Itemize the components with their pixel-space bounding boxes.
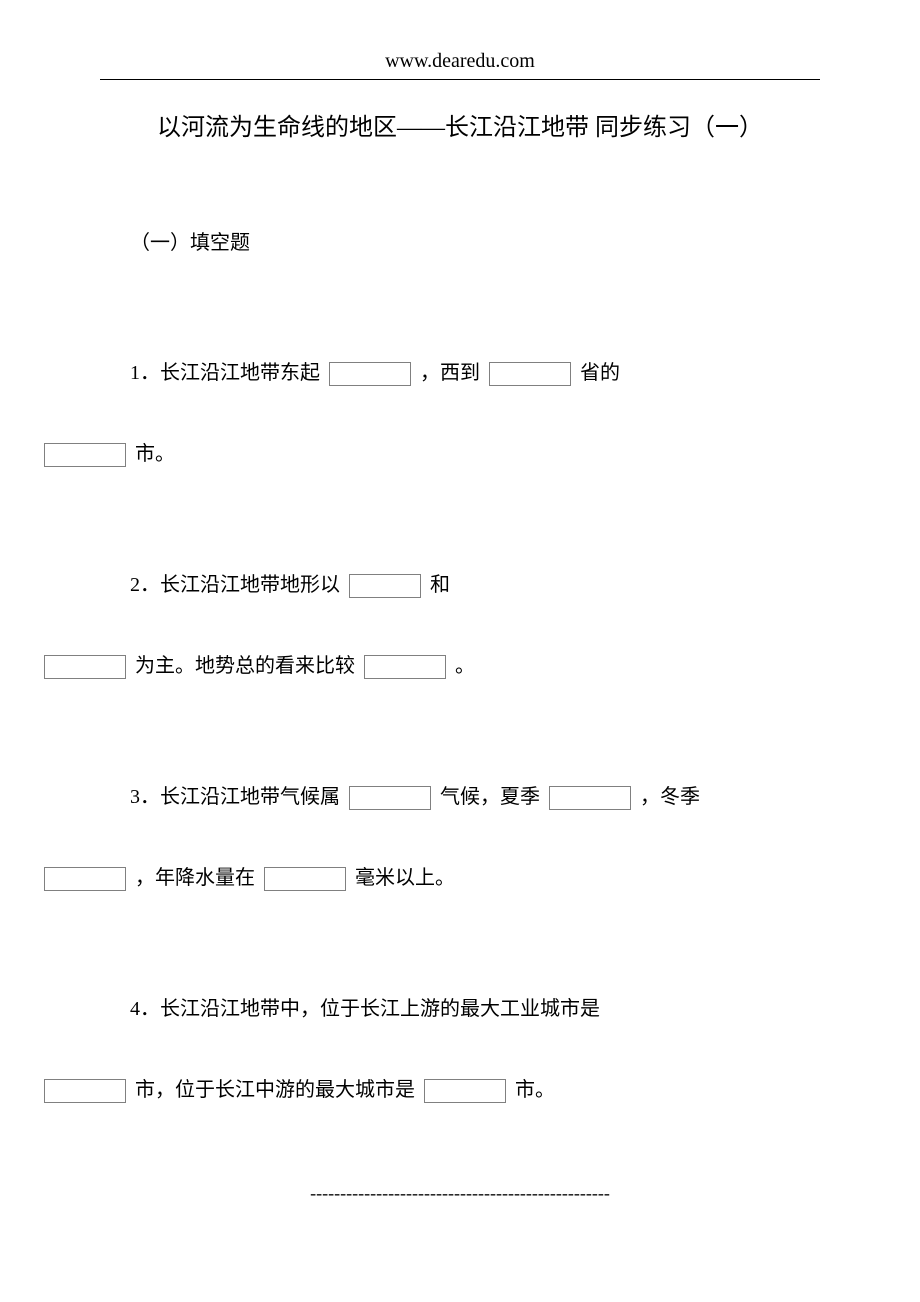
question-3: 3．长江沿江地带气候属 气候，夏季 ，冬季 bbox=[130, 759, 820, 835]
q3-text-5: 毫米以上。 bbox=[355, 867, 455, 889]
q1-text-4: 市。 bbox=[135, 443, 175, 465]
page: www.dearedu.com 以河流为生命线的地区——长江沿江地带 同步练习（… bbox=[0, 0, 920, 1302]
header-site-url: www.dearedu.com bbox=[385, 50, 535, 72]
q3-text-3: ，冬季 bbox=[640, 786, 700, 808]
page-header: www.dearedu.com bbox=[100, 50, 820, 80]
question-1: 1．长江沿江地带东起 ，西到 省的 bbox=[130, 335, 820, 411]
q2-text-1: 2．长江沿江地带地形以 bbox=[130, 574, 340, 596]
q3-text-1: 3．长江沿江地带气候属 bbox=[130, 786, 340, 808]
q4-text-3: 市。 bbox=[515, 1079, 555, 1101]
q2-blank-3[interactable] bbox=[364, 655, 446, 679]
question-2-cont: 为主。地势总的看来比较 。 bbox=[40, 628, 820, 704]
q4-text-2: 市，位于长江中游的最大城市是 bbox=[135, 1079, 415, 1101]
q1-blank-3[interactable] bbox=[44, 443, 126, 467]
q3-text-4: ，年降水量在 bbox=[135, 867, 255, 889]
q1-blank-1[interactable] bbox=[329, 362, 411, 386]
question-2: 2．长江沿江地带地形以 和 bbox=[130, 547, 820, 623]
q2-blank-1[interactable] bbox=[349, 574, 421, 598]
q4-blank-1[interactable] bbox=[44, 1079, 126, 1103]
q1-text-1: 1．长江沿江地带东起 bbox=[130, 362, 320, 384]
q2-blank-2[interactable] bbox=[44, 655, 126, 679]
q4-blank-2[interactable] bbox=[424, 1079, 506, 1103]
q2-text-3: 为主。地势总的看来比较 bbox=[135, 655, 355, 677]
question-3-cont: ，年降水量在 毫米以上。 bbox=[40, 840, 820, 916]
question-4-cont: 市，位于长江中游的最大城市是 市。 bbox=[40, 1052, 820, 1128]
question-4: 4．长江沿江地带中，位于长江上游的最大工业城市是 bbox=[130, 971, 820, 1047]
q3-text-2: 气候，夏季 bbox=[440, 786, 540, 808]
q3-blank-2[interactable] bbox=[549, 786, 631, 810]
q2-text-2: 和 bbox=[430, 574, 450, 596]
q3-blank-4[interactable] bbox=[264, 867, 346, 891]
question-1-cont: 市。 bbox=[40, 416, 820, 492]
q2-text-4: 。 bbox=[455, 655, 475, 677]
q3-blank-3[interactable] bbox=[44, 867, 126, 891]
section-heading: （一）填空题 bbox=[130, 226, 820, 255]
q1-text-3: 省的 bbox=[580, 362, 620, 384]
footer-dashline: ----------------------------------------… bbox=[100, 1183, 820, 1204]
q1-text-2: ，西到 bbox=[420, 362, 480, 384]
document-title: 以河流为生命线的地区——长江沿江地带 同步练习（一） bbox=[100, 110, 820, 146]
q1-blank-2[interactable] bbox=[489, 362, 571, 386]
q3-blank-1[interactable] bbox=[349, 786, 431, 810]
q4-text-1: 4．长江沿江地带中，位于长江上游的最大工业城市是 bbox=[130, 998, 600, 1020]
